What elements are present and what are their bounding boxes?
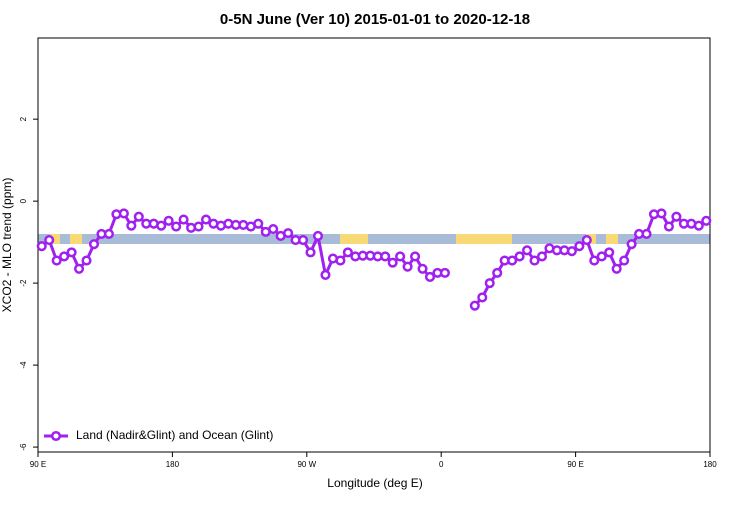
data-point: [118, 208, 129, 219]
x-tick-label: 90 E: [30, 460, 46, 469]
data-point: [380, 251, 391, 262]
land-patch: [340, 234, 368, 244]
legend-marker: [50, 430, 62, 442]
data-point: [312, 230, 324, 242]
data-point: [469, 300, 480, 311]
data-point: [163, 215, 174, 226]
plot-frame: [37, 37, 711, 453]
data-point: [88, 239, 100, 250]
data-point: [514, 251, 525, 262]
y-tick-label: -2: [19, 279, 28, 287]
data-point: [492, 267, 503, 278]
data-point: [589, 255, 600, 266]
data-point: [36, 241, 47, 252]
x-tick-label: 90 E: [567, 460, 583, 469]
data-point: [171, 221, 182, 232]
data-point: [200, 214, 212, 225]
y-tick-label: 2: [19, 116, 28, 121]
data-point: [566, 246, 577, 257]
x-tick-label: 180: [166, 460, 180, 469]
data-point: [59, 251, 70, 262]
y-axis-label: XCO2 - MLO trend (ppm): [0, 178, 14, 313]
y-tick-label: -6: [19, 443, 28, 451]
data-point: [641, 228, 652, 239]
data-point: [484, 278, 495, 289]
data-point: [529, 255, 540, 266]
data-point: [103, 228, 114, 239]
data-point: [424, 271, 436, 283]
data-point: [507, 255, 518, 266]
surface-band: [38, 234, 710, 244]
data-point: [335, 255, 346, 266]
data-point: [663, 221, 674, 232]
data-point: [268, 223, 279, 235]
data-point: [522, 245, 533, 256]
data-point: [44, 235, 55, 246]
x-tick-label: 90 W: [297, 460, 316, 469]
data-point: [395, 251, 406, 262]
ocean-band: [38, 234, 710, 244]
data-point: [298, 235, 309, 246]
land-patch: [70, 234, 82, 244]
data-point: [81, 255, 92, 266]
data-point: [596, 251, 607, 262]
data-point: [701, 215, 712, 226]
data-point: [581, 235, 592, 246]
data-point: [126, 220, 137, 231]
y-tick-label: -4: [19, 361, 28, 369]
data-point: [477, 292, 488, 303]
data-point: [626, 239, 637, 250]
data-point: [387, 257, 398, 268]
data-point: [439, 267, 450, 278]
data-point: [178, 214, 189, 225]
land-patch: [606, 234, 618, 244]
data-point: [656, 208, 667, 219]
data-point: [342, 247, 353, 258]
data-point: [193, 221, 204, 232]
x-tick-label: 180: [703, 460, 717, 469]
data-point: [536, 251, 548, 262]
data-point: [619, 255, 630, 266]
chart-title: 0-5N June (Ver 10) 2015-01-01 to 2020-12…: [220, 11, 530, 28]
land-patch: [456, 234, 512, 244]
x-axis-label: Longitude (deg E): [327, 476, 422, 490]
data-point: [417, 263, 428, 274]
data-point: [410, 251, 421, 262]
data-point: [604, 247, 615, 258]
y-tick-label: 0: [19, 198, 28, 203]
data-point: [66, 247, 77, 258]
data-point: [693, 220, 704, 231]
data-point: [283, 228, 294, 239]
data-point: [133, 211, 144, 222]
x-tick-label: 0: [439, 460, 444, 469]
data-point: [156, 220, 167, 231]
legend-label: Land (Nadir&Glint) and Ocean (Glint): [76, 428, 273, 442]
data-point: [74, 263, 85, 274]
land-patch: [50, 234, 60, 244]
data-point: [574, 241, 585, 252]
data-point: [51, 255, 62, 266]
data-point: [671, 211, 682, 222]
data-point: [402, 261, 413, 272]
data-point: [305, 247, 316, 258]
data-point: [253, 218, 264, 229]
data-point: [320, 269, 331, 280]
data-point: [611, 263, 622, 274]
